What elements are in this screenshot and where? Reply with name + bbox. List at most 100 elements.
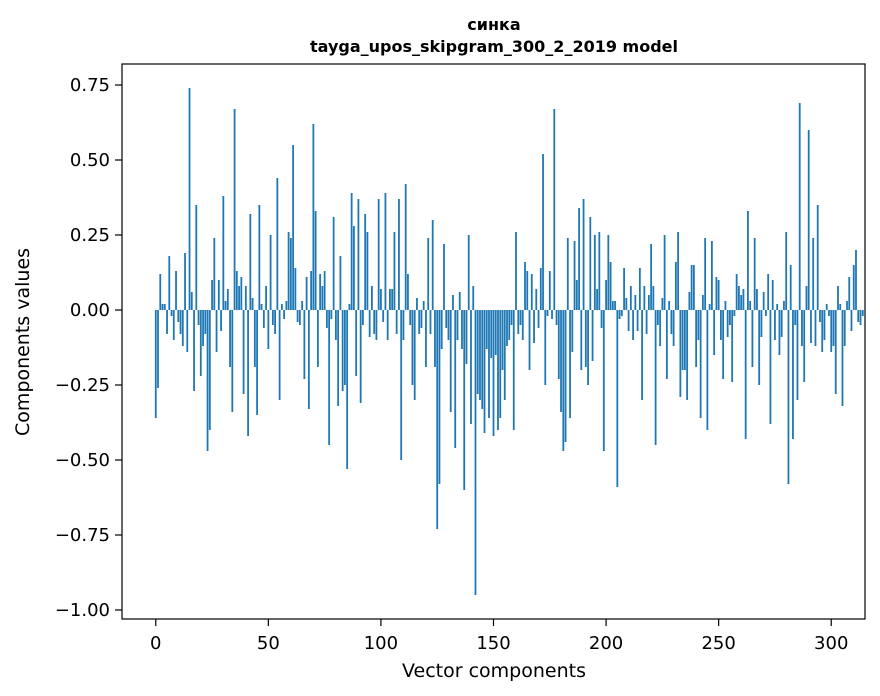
bar-component-189 [580,310,583,370]
x-tick-label: 300 [814,633,848,654]
bar-component-253 [724,301,727,310]
bar-component-89 [355,310,358,376]
bar-component-151 [494,310,497,355]
bar-component-314 [861,310,864,316]
bar-component-96 [371,286,373,310]
bar-component-39 [242,310,245,394]
bar-component-190 [582,199,585,310]
bar-component-282 [789,265,792,310]
bar-component-243 [701,295,704,310]
bar-component-182 [564,310,567,442]
bar-component-300 [830,310,833,352]
bar-component-11 [179,310,182,334]
bar-component-31 [224,301,227,310]
bar-component-14 [186,310,189,352]
bar-component-233 [679,310,682,397]
bar-component-85 [346,310,349,469]
bar-component-193 [589,217,592,310]
bar-component-223 [656,310,659,325]
bar-component-113 [409,310,412,325]
bar-component-130 [447,310,450,340]
bar-component-229 [670,310,673,334]
bar-component-143 [476,310,479,394]
bar-component-13 [184,253,186,310]
bar-component-277 [778,310,781,355]
bar-component-298 [825,304,828,310]
bar-component-47 [260,304,263,310]
y-tick-label: −0.50 [55,450,110,471]
bar-component-158 [510,310,513,325]
bar-component-217 [643,286,646,310]
bar-component-106 [393,232,396,310]
bar-component-42 [249,214,252,310]
bar-component-262 [744,310,747,439]
bar-component-24 [208,310,211,430]
bar-component-179 [557,310,560,379]
bar-component-290 [807,130,810,310]
bar-component-194 [591,310,594,361]
bar-component-9 [175,271,177,310]
bar-component-187 [575,280,578,310]
bar-component-165 [526,271,529,310]
bar-component-87 [350,193,353,310]
bar-component-123 [431,220,434,310]
bar-component-287 [801,310,803,346]
bar-component-309 [850,310,853,331]
bar-component-116 [416,298,418,310]
bar-component-75 [323,271,326,310]
bar-component-259 [738,286,740,310]
bar-component-60 [289,238,292,310]
bar-component-56 [280,304,283,310]
bar-component-255 [729,310,731,325]
bar-component-308 [848,277,851,310]
bar-component-90 [357,199,360,310]
bar-component-295 [819,310,821,322]
bar-component-62 [294,268,297,310]
bar-component-64 [298,310,301,325]
x-tick-label: 100 [364,633,398,654]
bar-component-98 [375,310,378,340]
bar-component-46 [258,205,261,310]
bar-component-107 [395,310,398,334]
bar-component-8 [172,310,175,340]
bar-component-175 [548,271,551,310]
bar-component-228 [668,301,671,310]
bar-component-238 [690,265,693,310]
bar-component-140 [470,310,472,424]
bar-component-212 [632,310,634,340]
bar-component-247 [711,241,713,310]
bar-component-195 [593,235,596,310]
bar-component-144 [479,310,481,400]
bar-component-312 [857,310,860,322]
bar-component-264 [749,301,752,310]
bar-component-240 [695,310,698,367]
bar-component-30 [222,196,225,310]
bar-component-137 [463,310,466,490]
bar-component-94 [366,232,369,310]
bar-component-142 [474,310,477,595]
bar-component-124 [434,310,436,367]
bar-component-302 [834,310,837,394]
x-tick-label: 0 [150,633,161,654]
bar-component-74 [321,286,324,310]
bar-component-313 [859,310,862,325]
bar-component-161 [517,310,520,334]
bar-component-278 [780,310,783,337]
x-tick-label: 150 [476,633,510,654]
bar-component-121 [427,238,430,310]
chart-subtitle: tayga_upos_skipgram_300_2_2019 model [310,37,678,56]
bar-component-84 [344,310,346,385]
bar-component-63 [296,310,299,322]
bar-component-235 [683,310,686,370]
bar-component-304 [839,304,842,310]
bar-component-132 [452,295,454,310]
bar-component-265 [751,310,754,367]
plot-frame [121,63,866,620]
bar-component-181 [562,310,565,451]
bar-component-168 [533,310,535,343]
bar-component-248 [713,310,716,355]
bar-component-134 [456,310,459,340]
bar-component-258 [735,274,738,310]
y-tick-label: −1.00 [55,600,110,621]
